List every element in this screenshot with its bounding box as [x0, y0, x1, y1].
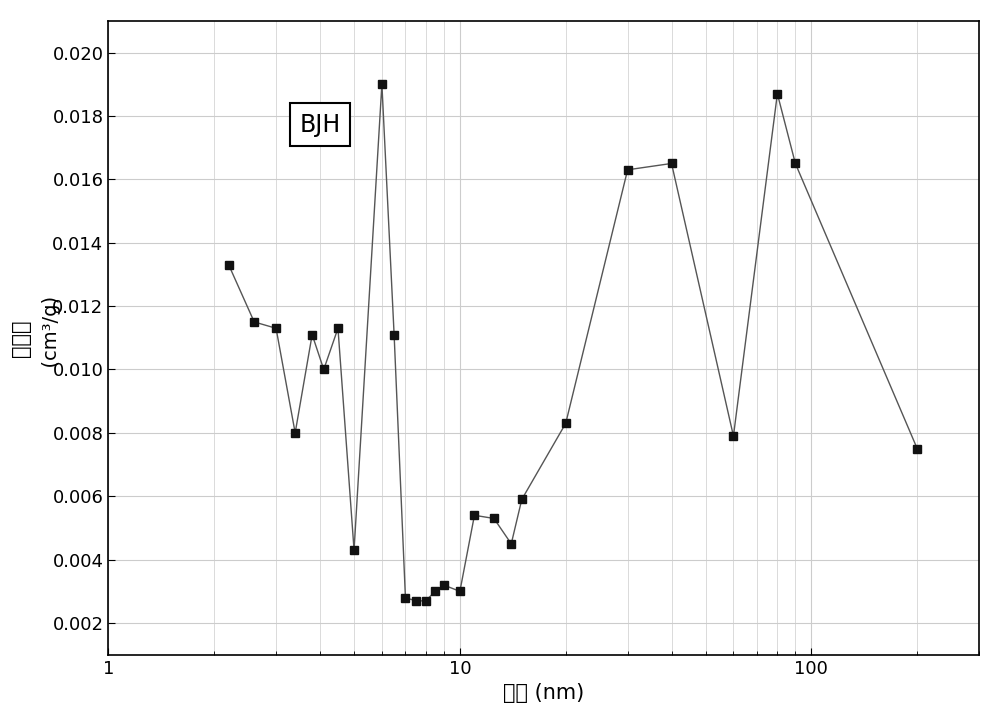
- X-axis label: 孔径 (nm): 孔径 (nm): [503, 683, 584, 703]
- Text: 孔体积: 孔体积: [11, 319, 31, 356]
- Text: (cm³/g): (cm³/g): [42, 295, 61, 380]
- Text: BJH: BJH: [300, 113, 341, 137]
